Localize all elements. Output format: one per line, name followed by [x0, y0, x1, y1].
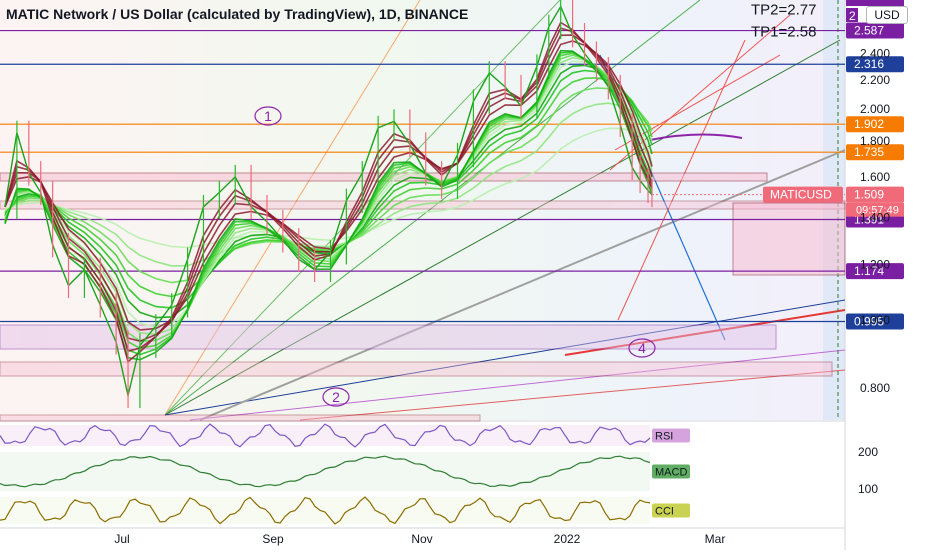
support-zone: [0, 414, 481, 422]
y-tick-label: 2.000: [860, 102, 890, 116]
y-tick-label: 1.400: [860, 211, 890, 225]
currency-selector[interactable]: USD: [866, 6, 908, 24]
wave-marker-label: 2: [332, 389, 340, 405]
fan-line: [189, 349, 846, 421]
time-axis: Jul Sep Nov 2022 Mar: [114, 532, 725, 546]
y-tick-label: 1.200: [860, 257, 890, 271]
currency-label: USD: [874, 8, 900, 22]
fan-line: [299, 369, 846, 421]
wave-marker-label: 1: [264, 108, 272, 124]
y-tick-label: 2.200: [860, 73, 890, 87]
level-badge: [846, 144, 904, 161]
fan-line: [164, 39, 841, 416]
indicator-name: MACD: [655, 467, 687, 479]
y-tick-label: 2.400: [860, 46, 890, 60]
level-badge: [846, 22, 904, 39]
projection-curve: [649, 133, 743, 141]
countdown-badge: [846, 202, 904, 217]
level-badge: [846, 116, 904, 133]
clipped-level-label: 2: [849, 9, 856, 23]
indicator-name: CCI: [655, 506, 674, 518]
wave-marker-circle: [628, 338, 656, 358]
fan-line: [164, 0, 421, 416]
indicator-band: [0, 452, 650, 491]
level-badge-label: 1.902: [854, 117, 884, 131]
x-tick-label: Jul: [114, 532, 129, 546]
level-badge: [846, 263, 904, 280]
indicator-line: [0, 496, 651, 525]
indicator-badge: [652, 503, 690, 518]
x-tick-label: Mar: [705, 532, 726, 546]
support-zone: [0, 361, 833, 377]
level-badge: [846, 313, 904, 330]
level-badge: [846, 186, 904, 203]
red-trendline: [564, 309, 846, 356]
tp2-label: TP2=2.77: [751, 2, 816, 19]
indicator-line: [0, 455, 651, 488]
y-tick-label: 1.000: [860, 313, 890, 327]
y-tick-label: 0.800: [860, 381, 890, 395]
y-tick-label: 1.600: [860, 170, 890, 184]
annotations: TP2=2.77 TP1=2.58 1 2 4: [254, 2, 816, 407]
x-tick-label: 2022: [554, 532, 581, 546]
clipped-level-badge: [846, 0, 904, 6]
price-axis: 2.5872.3161.9021.7351.5091.3911.1740.995…: [763, 0, 904, 395]
indicator-panes: RSI MACD CCI 200 100: [0, 423, 878, 525]
symbol-badge: [763, 186, 843, 203]
level-badge-label: 1.509: [854, 188, 884, 202]
level-badge-label: 2.316: [854, 57, 884, 71]
chart-title: MATIC Network / US Dollar (calculated by…: [6, 6, 469, 22]
price-series: [4, 0, 845, 409]
indicator-tick-label: 100: [858, 482, 878, 496]
indicator-line: [0, 423, 651, 448]
indicator-band: [0, 497, 650, 524]
support-zone: [0, 324, 777, 350]
level-badge-label: 1.735: [854, 145, 884, 159]
level-badge-label: 1.174: [854, 264, 884, 278]
indicator-tick-label: 200: [858, 445, 878, 459]
indicator-badge: [652, 464, 690, 479]
symbol-badge-label: MATICUSD: [770, 188, 832, 202]
wave-marker-circle: [322, 387, 350, 407]
x-tick-label: Nov: [411, 532, 432, 546]
y-tick-label: 1.800: [860, 134, 890, 148]
target-zone: [732, 202, 846, 276]
level-badge-label: 2.587: [854, 24, 884, 38]
countdown-label: 09:57:49: [856, 205, 899, 217]
level-badge-label: 0.995: [854, 314, 884, 328]
x-tick-label: Sep: [262, 532, 284, 546]
wave-marker-label: 4: [638, 340, 646, 356]
indicator-badge: [652, 428, 690, 443]
fan-line: [164, 299, 846, 416]
level-badge: [846, 56, 904, 73]
tp1-label: TP1=2.58: [751, 23, 816, 40]
indicator-name: RSI: [655, 431, 673, 443]
clipped-level-badge: [846, 8, 858, 22]
wave-marker-circle: [254, 106, 282, 126]
